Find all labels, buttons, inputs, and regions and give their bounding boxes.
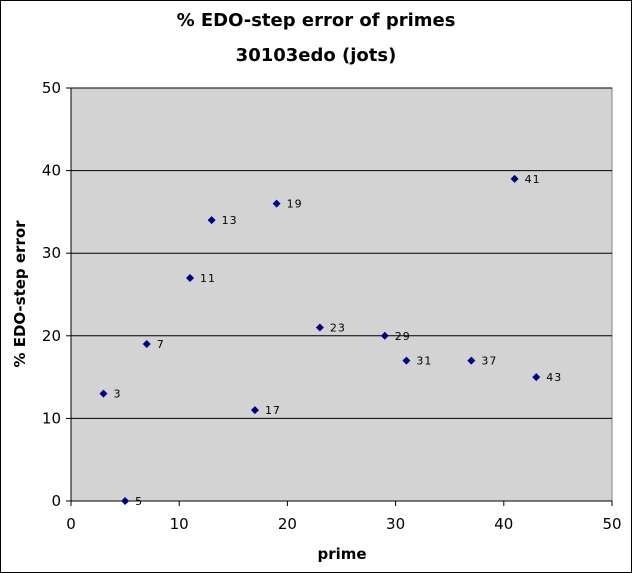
data-label-37: 37 xyxy=(481,355,497,368)
plot-area xyxy=(70,87,613,502)
data-point-19 xyxy=(272,199,281,208)
data-label-11: 11 xyxy=(200,272,216,285)
y-tick-label: 0 xyxy=(51,492,61,510)
gridlines xyxy=(71,87,612,419)
data-point-31 xyxy=(402,356,411,365)
data-point-29 xyxy=(380,331,389,340)
y-axis-title: % EDO-step error xyxy=(11,220,29,368)
tick-labels: 0 10 20 30 40 50 0 10 20 30 40 50 xyxy=(42,79,622,533)
y-tick-label: 20 xyxy=(42,327,61,345)
data-label-23: 23 xyxy=(330,322,346,335)
data-point-41 xyxy=(510,174,519,183)
x-tick-label: 20 xyxy=(278,515,297,533)
data-label-3: 3 xyxy=(113,388,121,401)
data-label-29: 29 xyxy=(395,330,411,343)
data-point-3 xyxy=(99,389,108,398)
y-tick-label: 40 xyxy=(42,162,61,180)
data-label-41: 41 xyxy=(525,173,541,186)
x-tick-label: 40 xyxy=(494,515,513,533)
data-label-17: 17 xyxy=(265,404,281,417)
data-point-13 xyxy=(207,216,216,225)
data-point-43 xyxy=(532,373,541,382)
data-points xyxy=(99,174,541,505)
data-point-37 xyxy=(467,356,476,365)
chart-title: % EDO-step error of primes xyxy=(177,10,456,31)
x-tick-label: 50 xyxy=(602,515,621,533)
y-tick-label: 30 xyxy=(42,244,61,262)
data-point-5 xyxy=(121,497,130,505)
data-label-5: 5 xyxy=(135,495,143,508)
data-label-13: 13 xyxy=(222,214,238,227)
data-label-7: 7 xyxy=(157,338,165,351)
data-point-23 xyxy=(315,323,324,332)
chart-subtitle: 30103edo (jots) xyxy=(236,45,397,66)
y-tick-label: 10 xyxy=(42,409,61,427)
data-point-7 xyxy=(142,340,151,349)
y-tick-label: 50 xyxy=(42,79,61,97)
x-tick-label: 10 xyxy=(170,515,189,533)
data-point-17 xyxy=(250,406,259,415)
axes xyxy=(66,87,613,506)
data-label-19: 19 xyxy=(287,198,303,211)
data-point-11 xyxy=(186,273,195,282)
x-tick-label: 30 xyxy=(386,515,405,533)
x-axis-title: prime xyxy=(317,545,366,563)
data-labels: 3 5 7 11 13 17 19 23 29 31 37 41 43 xyxy=(113,173,562,508)
data-label-31: 31 xyxy=(416,355,432,368)
x-tick-label: 0 xyxy=(66,515,76,533)
data-label-43: 43 xyxy=(546,371,562,384)
